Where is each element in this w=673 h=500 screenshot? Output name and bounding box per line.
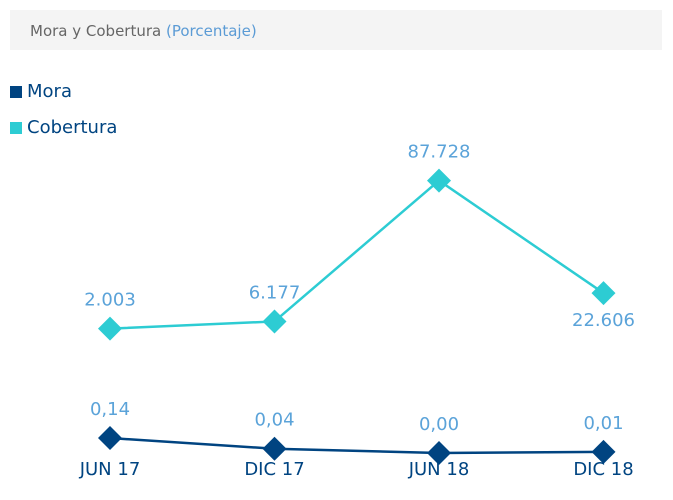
data-point <box>262 309 287 334</box>
x-tick-label: JUN 18 <box>408 459 470 480</box>
x-tick-label: DIC 18 <box>573 459 633 480</box>
data-label: 22.606 <box>572 310 635 331</box>
chart-title: Mora y Cobertura <box>30 22 161 40</box>
data-point <box>591 439 616 464</box>
data-point <box>98 426 122 451</box>
data-point <box>427 168 451 193</box>
series-line <box>109 179 605 330</box>
data-point <box>262 436 287 461</box>
data-point <box>427 441 451 465</box>
data-label: 0,01 <box>583 413 623 434</box>
x-tick-label: DIC 17 <box>244 459 304 480</box>
header: Mora y Cobertura (Porcentaje) <box>30 22 257 40</box>
data-label: 6.177 <box>249 282 301 303</box>
header-box <box>10 10 662 50</box>
data-label: 0,04 <box>254 410 294 431</box>
data-label: 2.003 <box>84 290 136 311</box>
legend-swatch <box>10 122 22 134</box>
legend-label: Cobertura <box>27 117 117 138</box>
chart-subtitle: (Porcentaje) <box>166 22 257 40</box>
data-label: 0,00 <box>419 414 459 435</box>
data-label: 87.728 <box>408 142 471 163</box>
legend-label: Mora <box>27 81 72 102</box>
data-label: 0,14 <box>90 399 130 420</box>
legend-swatch <box>10 86 22 98</box>
data-point <box>98 316 122 341</box>
series-line <box>109 436 604 455</box>
x-tick-label: JUN 17 <box>79 459 141 480</box>
data-point <box>591 281 616 306</box>
